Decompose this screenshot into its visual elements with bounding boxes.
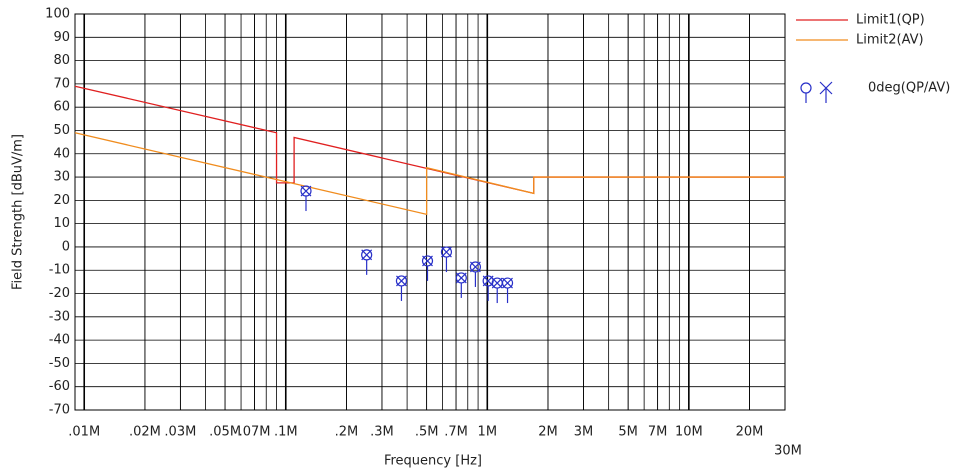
x-tick-label: 1M <box>478 425 498 440</box>
qp-marker <box>469 261 482 273</box>
av-marker <box>502 277 513 289</box>
x-tick-label: .01M <box>68 425 100 440</box>
av-marker <box>422 255 433 267</box>
x-tick-label: 20M <box>736 425 764 440</box>
x-tick-label: 5M <box>618 425 638 440</box>
x-tick-label: 30M <box>774 444 802 459</box>
x-tick-label: .1M <box>274 425 298 440</box>
legend-qp <box>800 82 812 94</box>
x-tick-label: .02M <box>129 425 161 440</box>
x-axis-title: Frequency [Hz] <box>384 454 482 469</box>
y-tick-label: 70 <box>53 76 70 91</box>
y-tick-label: -10 <box>49 263 70 278</box>
av-marker <box>361 249 373 261</box>
y-tick-label: -20 <box>49 286 70 301</box>
y-tick-label: -40 <box>49 333 70 348</box>
y-tick-label: 90 <box>53 30 70 45</box>
y-tick-label: -60 <box>49 379 70 394</box>
y-tick-label: 10 <box>53 216 70 231</box>
y-tick-label: 60 <box>53 100 70 115</box>
qp-marker <box>501 277 514 289</box>
legend-label: Limit1(QP) <box>856 13 925 28</box>
legend-av <box>819 81 833 103</box>
x-tick-label: .3M <box>370 425 394 440</box>
y-tick-label: -30 <box>49 309 70 324</box>
x-tick-label: .03M <box>164 425 196 440</box>
y-tick-label: 30 <box>53 170 70 185</box>
y-tick-label: -50 <box>49 356 70 371</box>
y-tick-label: -70 <box>49 403 70 418</box>
y-tick-label: 0 <box>62 239 70 254</box>
av-marker <box>491 277 503 289</box>
y-tick-label: 80 <box>53 53 70 68</box>
y-axis-title: Field Strength [dBuV/m] <box>11 134 26 290</box>
x-tick-label: 2M <box>538 425 558 440</box>
x-tick-label: .5M <box>415 425 439 440</box>
av-marker <box>482 275 494 287</box>
x-tick-label: .07M <box>239 425 271 440</box>
x-tick-label: 10M <box>675 425 703 440</box>
y-tick-label: 50 <box>53 123 70 138</box>
av-marker <box>396 275 407 287</box>
av-marker <box>441 246 452 258</box>
legend-label: Limit2(AV) <box>856 33 924 48</box>
y-tick-label: 40 <box>53 146 70 161</box>
av-marker <box>455 272 467 284</box>
qp-marker <box>300 185 312 197</box>
x-tick-label: .05M <box>209 425 241 440</box>
qp-marker <box>361 249 373 261</box>
plot-frame <box>74 13 786 411</box>
av-marker <box>469 261 481 273</box>
x-tick-label: 7M <box>648 425 668 440</box>
qp-marker <box>421 255 434 267</box>
qp-marker <box>455 272 467 284</box>
limit-line <box>74 132 785 216</box>
qp-marker <box>440 246 453 258</box>
x-tick-label: .2M <box>335 425 359 440</box>
av-marker <box>300 185 312 197</box>
y-tick-label: 20 <box>53 193 70 208</box>
legend-label: 0deg(QP/AV) <box>868 81 950 96</box>
qp-marker <box>395 275 408 287</box>
y-tick-label: 100 <box>45 7 70 22</box>
x-tick-label: .7M <box>444 425 468 440</box>
x-tick-label: 3M <box>574 425 594 440</box>
